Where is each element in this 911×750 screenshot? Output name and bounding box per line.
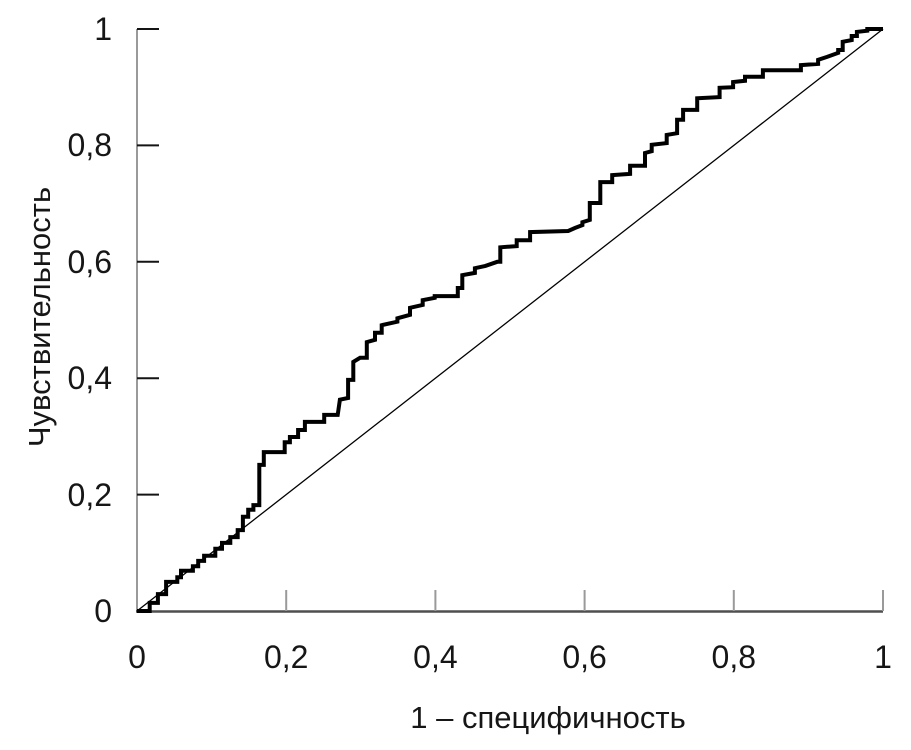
- x-axis-title: 1 – специфичность: [410, 700, 686, 735]
- y-tick-label: 0,4: [67, 360, 112, 397]
- x-tick-label: 1: [874, 639, 892, 675]
- y-tick-label: 0,2: [67, 476, 112, 513]
- x-tick-label: 0,2: [263, 639, 309, 675]
- reference-line: [136, 28, 884, 612]
- y-tick-label: 0,8: [67, 127, 112, 164]
- x-tick-label: 0,6: [562, 639, 607, 675]
- y-tick-label: 0,6: [67, 243, 112, 280]
- x-tick-label: 0,4: [413, 639, 458, 675]
- y-tick-label: 0: [94, 593, 112, 629]
- y-axis-title: Чувствительность: [22, 186, 57, 448]
- roc-curve: [137, 27, 883, 613]
- y-tick-label: 1: [94, 11, 112, 47]
- x-tick-label: 0,8: [711, 639, 757, 675]
- x-tick-label: 0: [128, 639, 146, 675]
